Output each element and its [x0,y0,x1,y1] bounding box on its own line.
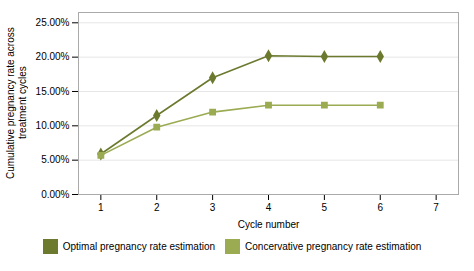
svg-text:15.00%: 15.00% [36,86,70,97]
html-text:Concervative pregnancy rate es: Concervative pregnancy rate estimation [245,241,422,252]
svg-text:6: 6 [377,202,383,213]
svg-text:2: 2 [154,202,160,213]
svg-text:Cycle number: Cycle number [238,219,300,230]
html-text:Cumulative pregnancy rate acro: Cumulative pregnancy rate across treatme… [5,27,28,179]
svg-text:25.00%: 25.00% [36,17,70,28]
svg-text:5.00%: 5.00% [41,154,69,165]
svg-text:10.00%: 10.00% [36,120,70,131]
svg-text:3: 3 [210,202,216,213]
svg-text:4: 4 [266,202,272,213]
html-text:Optimal pregnancy rate estimat: Optimal pregnancy rate estimation [62,241,215,252]
svg-text:20.00%: 20.00% [36,51,70,62]
svg-text:5: 5 [322,202,328,213]
svg-text:1: 1 [98,202,104,213]
svg-text:7: 7 [433,202,439,213]
svg-text:0.00%: 0.00% [41,189,69,200]
